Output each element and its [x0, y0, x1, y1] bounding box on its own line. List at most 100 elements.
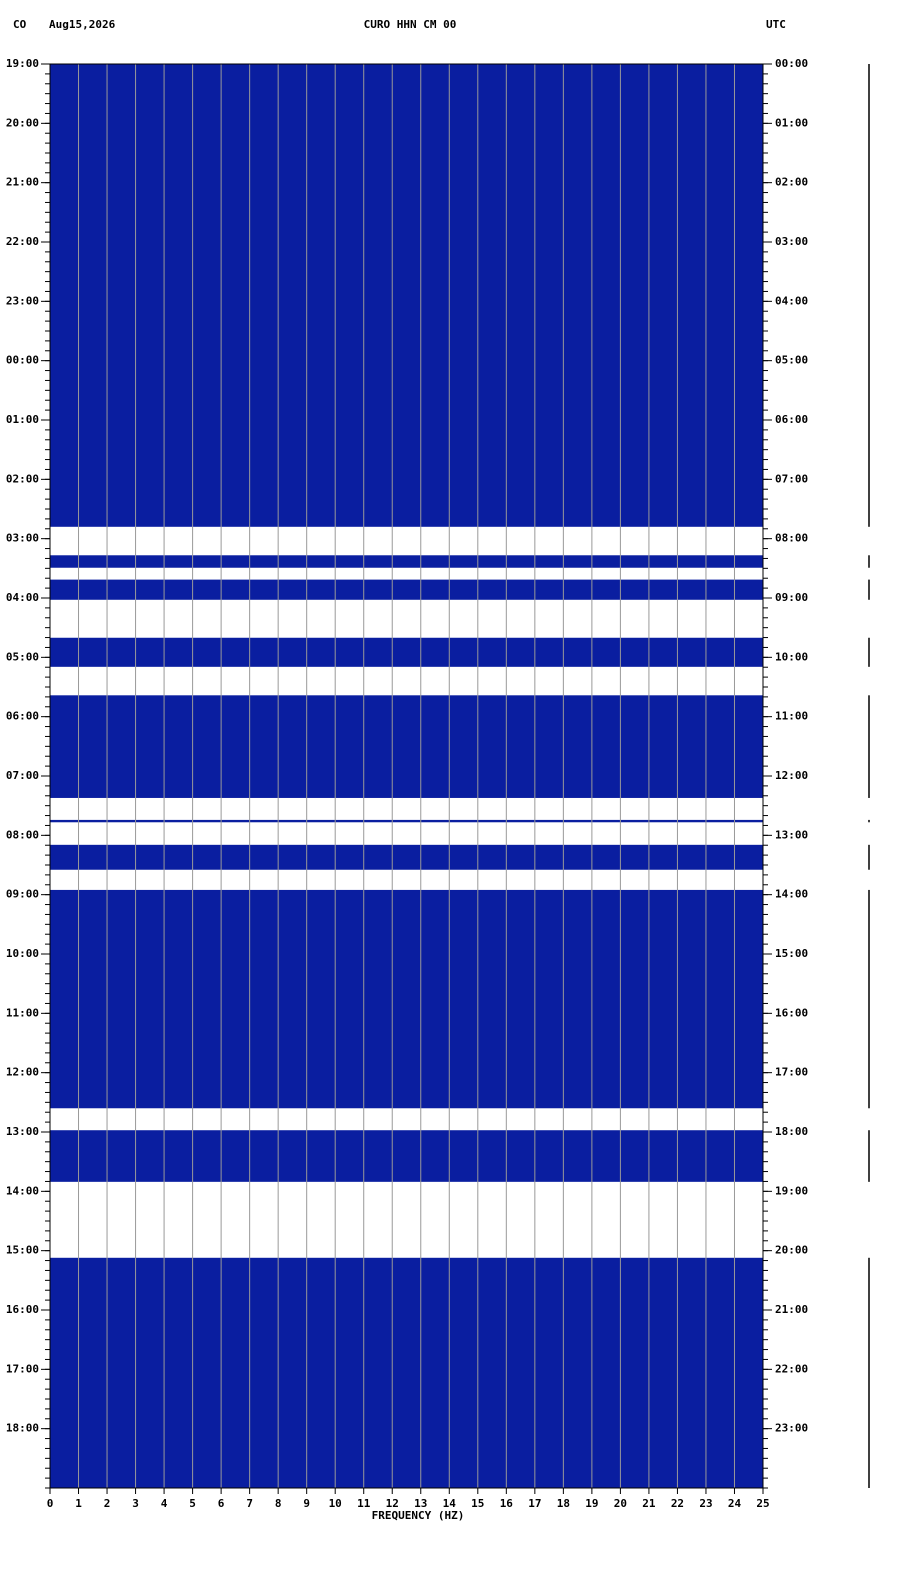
y2-tick-label: 09:00	[775, 591, 808, 604]
x-tick-label: 6	[218, 1497, 225, 1510]
trace-gap	[835, 666, 907, 696]
y2-tick-label: 00:00	[775, 57, 808, 70]
data-gap	[50, 599, 763, 638]
x-tick-label: 19	[585, 1497, 598, 1510]
y2-tick-label: 20:00	[775, 1244, 808, 1257]
chart-title: CURO HHN CM 00	[364, 18, 457, 31]
x-tick-label: 5	[189, 1497, 196, 1510]
x-tick-label: 25	[756, 1497, 769, 1510]
x-tick-label: 17	[528, 1497, 541, 1510]
x-tick-label: 4	[161, 1497, 168, 1510]
network: CO	[13, 18, 27, 31]
x-tick-label: 22	[671, 1497, 684, 1510]
y2-tick-label: 03:00	[775, 235, 808, 248]
y-tick-label: 05:00	[6, 650, 39, 663]
y-tick-label: 02:00	[6, 472, 39, 485]
y2-tick-label: 08:00	[775, 532, 808, 545]
y2-tick-label: 22:00	[775, 1362, 808, 1375]
trace-gap	[835, 1181, 907, 1258]
y-tick-label: 20:00	[6, 116, 39, 129]
x-tick-label: 1	[75, 1497, 82, 1510]
x-tick-label: 10	[329, 1497, 342, 1510]
x-tick-label: 7	[246, 1497, 253, 1510]
x-tick-label: 21	[642, 1497, 656, 1510]
y-tick-label: 06:00	[6, 710, 39, 723]
y2-tick-label: 18:00	[775, 1125, 808, 1138]
x-tick-label: 2	[104, 1497, 111, 1510]
y-tick-label: 07:00	[6, 769, 39, 782]
y-tick-label: 03:00	[6, 532, 39, 545]
x-tick-label: 24	[728, 1497, 742, 1510]
y2-tick-label: 06:00	[775, 413, 808, 426]
y2-tick-label: 14:00	[775, 888, 808, 901]
y-tick-label: 09:00	[6, 888, 39, 901]
x-tick-label: 0	[47, 1497, 54, 1510]
y-tick-label: 23:00	[6, 294, 39, 307]
x-tick-label: 23	[699, 1497, 712, 1510]
y2-tick-label: 15:00	[775, 947, 808, 960]
y2-tick-label: 07:00	[775, 472, 808, 485]
y-tick-label: 18:00	[6, 1422, 39, 1435]
y-tick-label: 04:00	[6, 591, 39, 604]
y2-tick-label: 10:00	[775, 650, 808, 663]
y-tick-label: 15:00	[6, 1244, 39, 1257]
x-tick-label: 3	[132, 1497, 139, 1510]
trace-gap	[835, 599, 907, 638]
y2-tick-label: 11:00	[775, 710, 808, 723]
y2-tick-label: 02:00	[775, 176, 808, 189]
y-tick-label: 14:00	[6, 1184, 39, 1197]
trace-gap	[835, 797, 907, 820]
y-tick-label: 12:00	[6, 1066, 39, 1079]
trace-gap	[835, 567, 907, 580]
trace-gap	[835, 869, 907, 890]
y-tick-label: 21:00	[6, 176, 39, 189]
y-tick-label: 16:00	[6, 1303, 39, 1316]
data-gap	[50, 666, 763, 696]
trace-gap	[835, 1108, 907, 1131]
y-tick-label: 17:00	[6, 1362, 39, 1375]
spectrogram-background	[50, 64, 763, 1488]
y2-tick-label: 21:00	[775, 1303, 808, 1316]
y-tick-label: 10:00	[6, 947, 39, 960]
x-tick-label: 11	[357, 1497, 371, 1510]
date: Aug15,2026	[49, 18, 116, 31]
y2-tick-label: 19:00	[775, 1184, 808, 1197]
y2-tick-label: 23:00	[775, 1422, 808, 1435]
y2-tick-label: 12:00	[775, 769, 808, 782]
data-gap	[50, 1108, 763, 1131]
data-gap	[50, 526, 763, 556]
trace-gap	[835, 526, 907, 556]
y2-tick-label: 05:00	[775, 354, 808, 367]
x-tick-label: 13	[414, 1497, 427, 1510]
x-tick-label: 14	[443, 1497, 457, 1510]
x-tick-label: 8	[275, 1497, 282, 1510]
y2-tick-label: 17:00	[775, 1066, 808, 1079]
x-tick-label: 9	[303, 1497, 310, 1510]
x-tick-label: 20	[614, 1497, 627, 1510]
y2-tick-label: 04:00	[775, 294, 808, 307]
y-tick-label: 13:00	[6, 1125, 39, 1138]
y2-tick-label: 13:00	[775, 828, 808, 841]
timezone: UTC	[766, 18, 786, 31]
y-tick-label: 22:00	[6, 235, 39, 248]
y-tick-label: 11:00	[6, 1006, 39, 1019]
x-tick-label: 15	[471, 1497, 484, 1510]
trace-gap	[835, 822, 907, 845]
y-tick-label: 08:00	[6, 828, 39, 841]
x-tick-label: 16	[500, 1497, 514, 1510]
data-gap	[50, 869, 763, 890]
data-gap	[50, 1181, 763, 1258]
y-tick-label: 19:00	[6, 57, 39, 70]
x-tick-label: 12	[386, 1497, 399, 1510]
data-gap	[50, 797, 763, 820]
data-gap	[50, 567, 763, 580]
y2-tick-label: 16:00	[775, 1006, 808, 1019]
x-tick-label: 18	[557, 1497, 570, 1510]
data-gap	[50, 822, 763, 845]
y-tick-label: 00:00	[6, 354, 39, 367]
x-axis-label: FREQUENCY (HZ)	[372, 1509, 465, 1522]
y2-tick-label: 01:00	[775, 116, 808, 129]
y-tick-label: 01:00	[6, 413, 39, 426]
